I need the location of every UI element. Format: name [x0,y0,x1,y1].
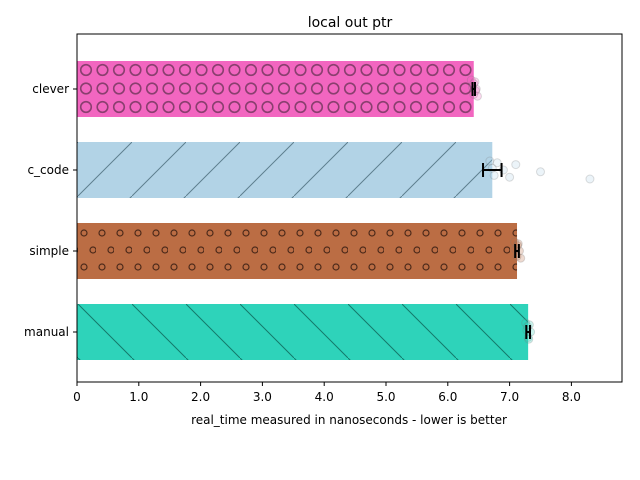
x-tick-label: 5.0 [376,390,395,404]
x-tick-label: 6.0 [438,390,457,404]
error-bar-manual [525,325,531,339]
sample-point-c_code [492,158,502,168]
x-axis-label: real_time measured in nanoseconds - lowe… [191,413,507,427]
bar-hatch-c_code [77,142,493,198]
bar-hatch-simple [77,223,518,279]
x-tick-label: 3.0 [253,390,272,404]
x-tick-label: 2.0 [191,390,210,404]
x-tick-label: 0 [73,390,81,404]
error-bar-c_code [482,163,503,177]
y-tick-label-clever: clever [32,82,69,96]
sample-point-c_code [536,167,545,177]
sample-point-clever [469,79,479,89]
y-tick-label-c_code: c_code [27,163,69,177]
error-bar-clever [471,82,476,96]
y-tick-label-manual: manual [24,325,69,339]
x-tick-label: 8.0 [562,390,581,404]
chart-title: local out ptr [308,15,393,31]
sample-point-c_code [585,174,595,184]
sample-point-c_code [485,156,495,166]
x-tick-label: 4.0 [315,390,334,404]
x-tick-label: 7.0 [500,390,519,404]
error-bar-simple [514,244,520,258]
sample-point-c_code [505,172,515,182]
y-tick-label-simple: simple [29,244,69,258]
sample-point-c_code [489,170,499,180]
x-tick-label: 1.0 [129,390,148,404]
bar-hatch-manual [77,304,529,360]
bar-hatch-clever [77,61,474,117]
plot-frame [76,33,623,383]
sample-point-c_code [511,160,521,170]
